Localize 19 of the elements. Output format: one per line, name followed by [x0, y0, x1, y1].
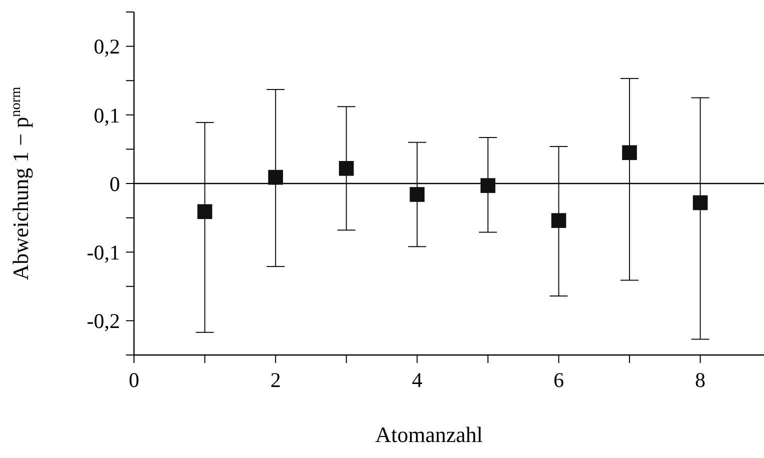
x-tick-label: 2	[270, 368, 281, 392]
x-tick-label: 0	[128, 368, 140, 392]
y-tick-label: 0,2	[94, 34, 120, 59]
point	[622, 145, 637, 160]
x-tick-label: 8	[695, 368, 706, 392]
y-tick-label: -0,1	[86, 240, 120, 264]
point	[338, 160, 354, 176]
y-tick-label: 0,1	[94, 103, 120, 128]
point	[480, 178, 496, 193]
point	[692, 195, 708, 210]
point	[197, 204, 212, 220]
x-tick-label: 4	[412, 368, 423, 392]
x-tick-label: 6	[553, 368, 564, 392]
point	[551, 213, 566, 228]
point	[410, 187, 425, 202]
y-tick-label: 0	[110, 172, 120, 196]
point	[268, 170, 283, 185]
x-axis-title: Atomanzahl	[375, 422, 483, 447]
y-tick-label: -0,2	[86, 309, 120, 334]
